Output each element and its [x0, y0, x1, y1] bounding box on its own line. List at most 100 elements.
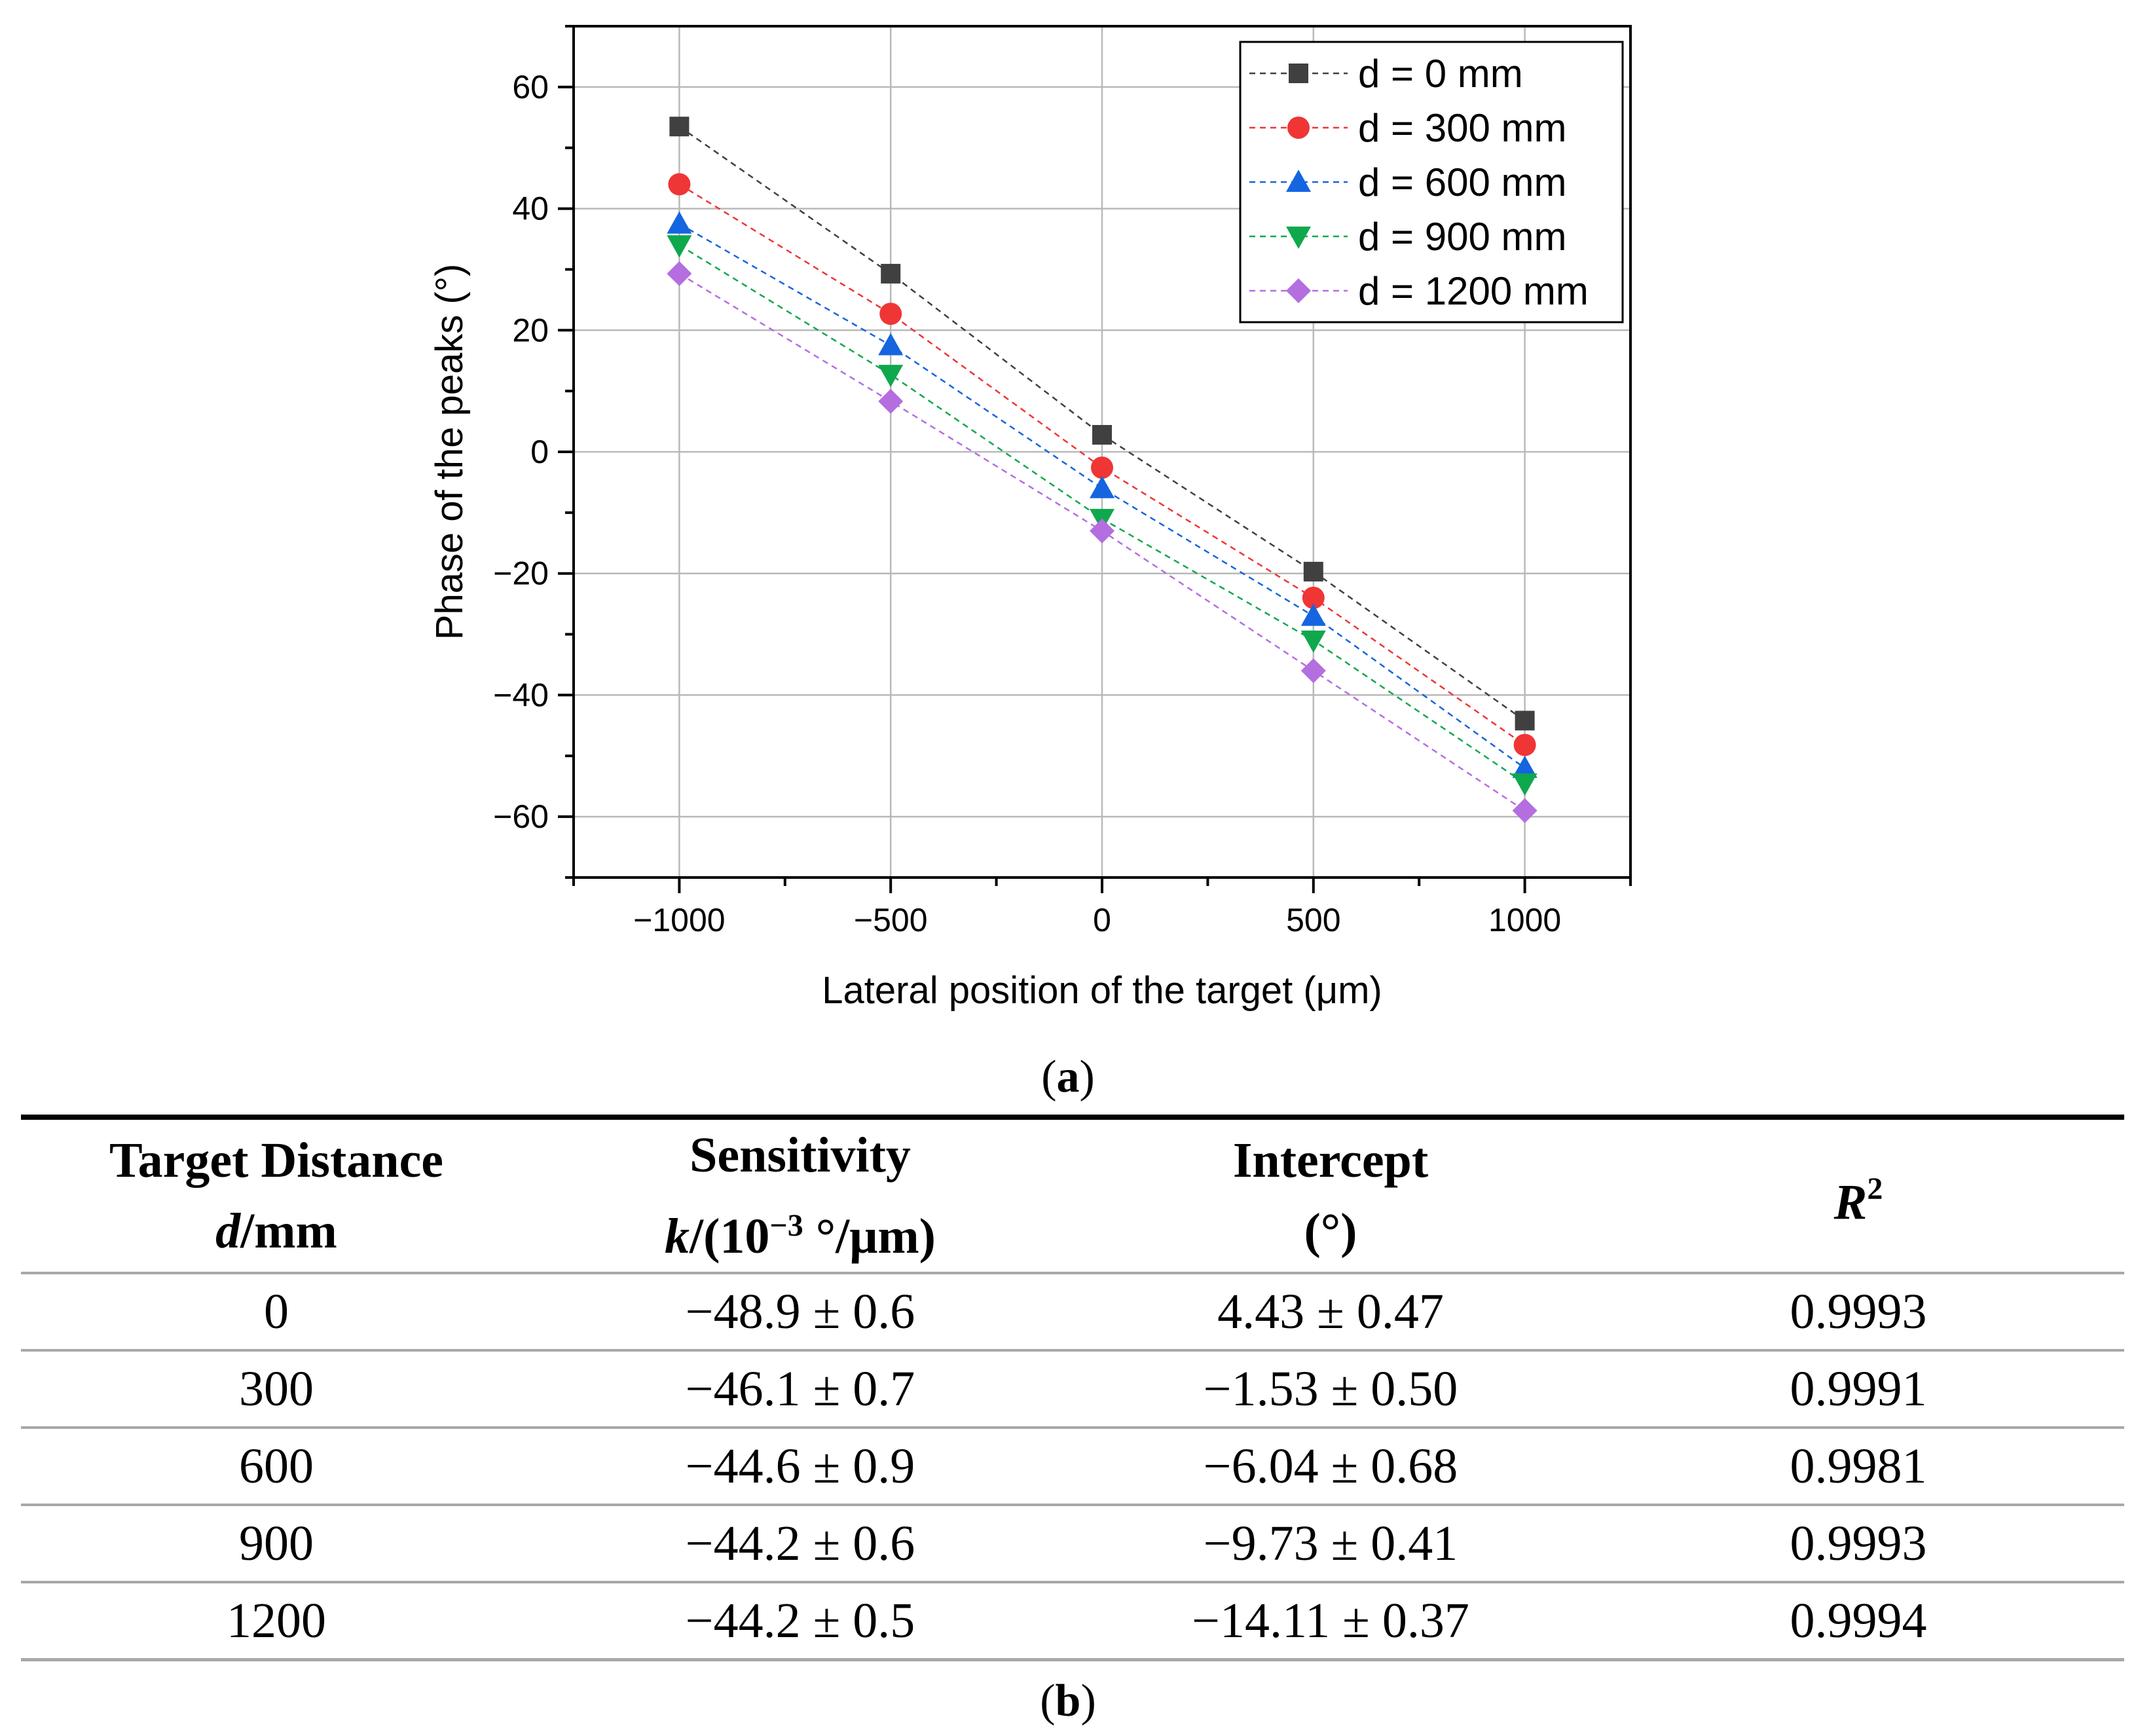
caption-a-close: ) — [1079, 1052, 1095, 1102]
cell-sensitivity: −44.2 ± 0.5 — [532, 1582, 1069, 1661]
data-point — [669, 117, 690, 137]
header-target-distance-unit: d/mm — [21, 1196, 532, 1266]
data-point — [1090, 518, 1114, 544]
data-point — [1300, 630, 1326, 653]
header-d-unit: /mm — [240, 1204, 337, 1259]
legend-entry: d = 300 mm — [1358, 106, 1567, 150]
cell-distance: 900 — [21, 1505, 532, 1583]
cell-r2: 0.9994 — [1593, 1582, 2124, 1661]
header-r-sup: 2 — [1867, 1172, 1883, 1206]
y-tick-label: −40 — [493, 676, 549, 713]
cell-distance: 300 — [21, 1350, 532, 1429]
data-point — [1512, 773, 1538, 796]
header-d-var: d — [215, 1204, 241, 1259]
table-row: 1200 −44.2 ± 0.5 −14.11 ± 0.37 0.9994 — [21, 1582, 2124, 1661]
series-line-0 — [678, 126, 1526, 722]
series-line-2 — [678, 223, 1526, 769]
data-point — [879, 303, 902, 325]
caption-a: (a) — [0, 1051, 2136, 1103]
y-axis-title: Phase of the peaks (°) — [428, 264, 471, 640]
legend-marker — [1289, 64, 1308, 83]
legend-marker — [1286, 278, 1311, 303]
data-point — [1513, 733, 1536, 756]
x-tick-label: −1000 — [633, 902, 725, 938]
cell-sensitivity: −48.9 ± 0.6 — [532, 1273, 1069, 1352]
header-k-sup: −3 — [769, 1208, 803, 1243]
data-point — [1302, 586, 1325, 609]
legend-marker — [1286, 170, 1311, 192]
y-tick-label: −20 — [493, 555, 549, 592]
y-tick-label: 0 — [530, 434, 549, 470]
header-intercept-label: Intercept — [1232, 1133, 1429, 1188]
caption-a-letter: a — [1056, 1052, 1080, 1102]
legend-marker — [1286, 227, 1311, 249]
table-row: 600 −44.6 ± 0.9 −6.04 ± 0.68 0.9981 — [21, 1428, 2124, 1506]
table-row: 0 −48.9 ± 0.6 4.43 ± 0.47 0.9993 — [21, 1273, 2124, 1352]
data-point — [1092, 425, 1112, 445]
legend-entry: d = 0 mm — [1358, 52, 1523, 96]
y-tick-label: 60 — [512, 69, 549, 105]
header-sensitivity-unit: k/(10−3 °/μm) — [532, 1191, 1069, 1272]
data-point — [1300, 603, 1326, 626]
results-table: Target Distance d/mm Sensitivity k/(10−3… — [21, 1115, 2124, 1661]
data-point — [878, 388, 904, 414]
data-point — [667, 211, 692, 234]
cell-intercept: 4.43 ± 0.47 — [1069, 1273, 1593, 1352]
cell-intercept: −9.73 ± 0.41 — [1069, 1505, 1593, 1583]
y-tick-labels: 60 40 20 0 −20 −40 −60 — [493, 69, 549, 835]
data-point — [1091, 456, 1113, 479]
cell-intercept: −1.53 ± 0.50 — [1069, 1350, 1593, 1429]
y-tick-label: 40 — [512, 191, 549, 227]
caption-b: (b) — [0, 1675, 2136, 1727]
legend-marker — [1287, 117, 1310, 139]
cell-r2: 0.9991 — [1593, 1350, 2124, 1429]
y-tick-label: −60 — [493, 798, 549, 835]
header-intercept-unit: (°) — [1304, 1204, 1357, 1259]
x-tick-label: 1000 — [1488, 902, 1561, 938]
cell-sensitivity: −46.1 ± 0.7 — [532, 1350, 1069, 1429]
data-point — [878, 365, 904, 388]
data-point — [1512, 755, 1538, 778]
x-tick-labels: −1000 −500 0 500 1000 — [633, 902, 1561, 938]
y-tick-label: 20 — [512, 312, 549, 348]
data-point — [1303, 561, 1323, 582]
legend-entry: d = 600 mm — [1358, 160, 1567, 204]
header-intercept: Intercept (°) — [1069, 1117, 1593, 1273]
caption-b-open: ( — [1040, 1676, 1056, 1726]
table-row: 900 −44.2 ± 0.6 −9.73 ± 0.41 0.9993 — [21, 1505, 2124, 1583]
table-header-row: Target Distance d/mm Sensitivity k/(10−3… — [21, 1117, 2124, 1273]
cell-r2: 0.9993 — [1593, 1273, 2124, 1352]
cell-distance: 1200 — [21, 1582, 532, 1661]
x-tick-label: −500 — [854, 902, 928, 938]
header-target-distance: Target Distance d/mm — [21, 1117, 532, 1273]
cell-intercept: −14.11 ± 0.37 — [1069, 1582, 1593, 1661]
caption-b-close: ) — [1080, 1676, 1096, 1726]
data-point — [1300, 658, 1326, 684]
cell-intercept: −6.04 ± 0.68 — [1069, 1428, 1593, 1506]
data-point — [1512, 798, 1538, 823]
legend-entry: d = 900 mm — [1358, 215, 1567, 259]
grid-lines — [574, 26, 1630, 877]
data-point — [1090, 475, 1114, 498]
header-r2: R2 — [1593, 1117, 2124, 1273]
data-point — [668, 173, 691, 196]
x-axis-title: Lateral position of the target (μm) — [822, 969, 1382, 1012]
data-point — [667, 235, 692, 258]
phase-chart: −1000 −500 0 500 1000 60 40 20 0 −20 −40 −60 Later… — [428, 25, 1632, 1012]
legend: d = 0 mm d = 300 mm d = 600 mm d = 900 mm d … — [1239, 41, 1624, 323]
caption-a-open: ( — [1041, 1052, 1057, 1102]
x-tick-label: 0 — [1093, 902, 1111, 938]
cell-r2: 0.9993 — [1593, 1505, 2124, 1583]
table-row: 300 −46.1 ± 0.7 −1.53 ± 0.50 0.9991 — [21, 1350, 2124, 1429]
data-point — [881, 263, 901, 284]
legend-entry: d = 1200 mm — [1358, 269, 1589, 313]
data-point — [1515, 711, 1535, 731]
cell-sensitivity: −44.2 ± 0.6 — [532, 1505, 1069, 1583]
x-tick-label: 500 — [1286, 902, 1340, 938]
header-sensitivity: Sensitivity k/(10−3 °/μm) — [532, 1117, 1069, 1273]
data-point — [878, 333, 904, 356]
phase-chart-svg: −1000 −500 0 500 1000 60 40 20 0 −20 −40 −60 Later… — [428, 25, 1632, 1012]
header-k-post: °/μm) — [803, 1209, 936, 1264]
cell-r2: 0.9981 — [1593, 1428, 2124, 1506]
header-r-var: R — [1833, 1175, 1868, 1230]
